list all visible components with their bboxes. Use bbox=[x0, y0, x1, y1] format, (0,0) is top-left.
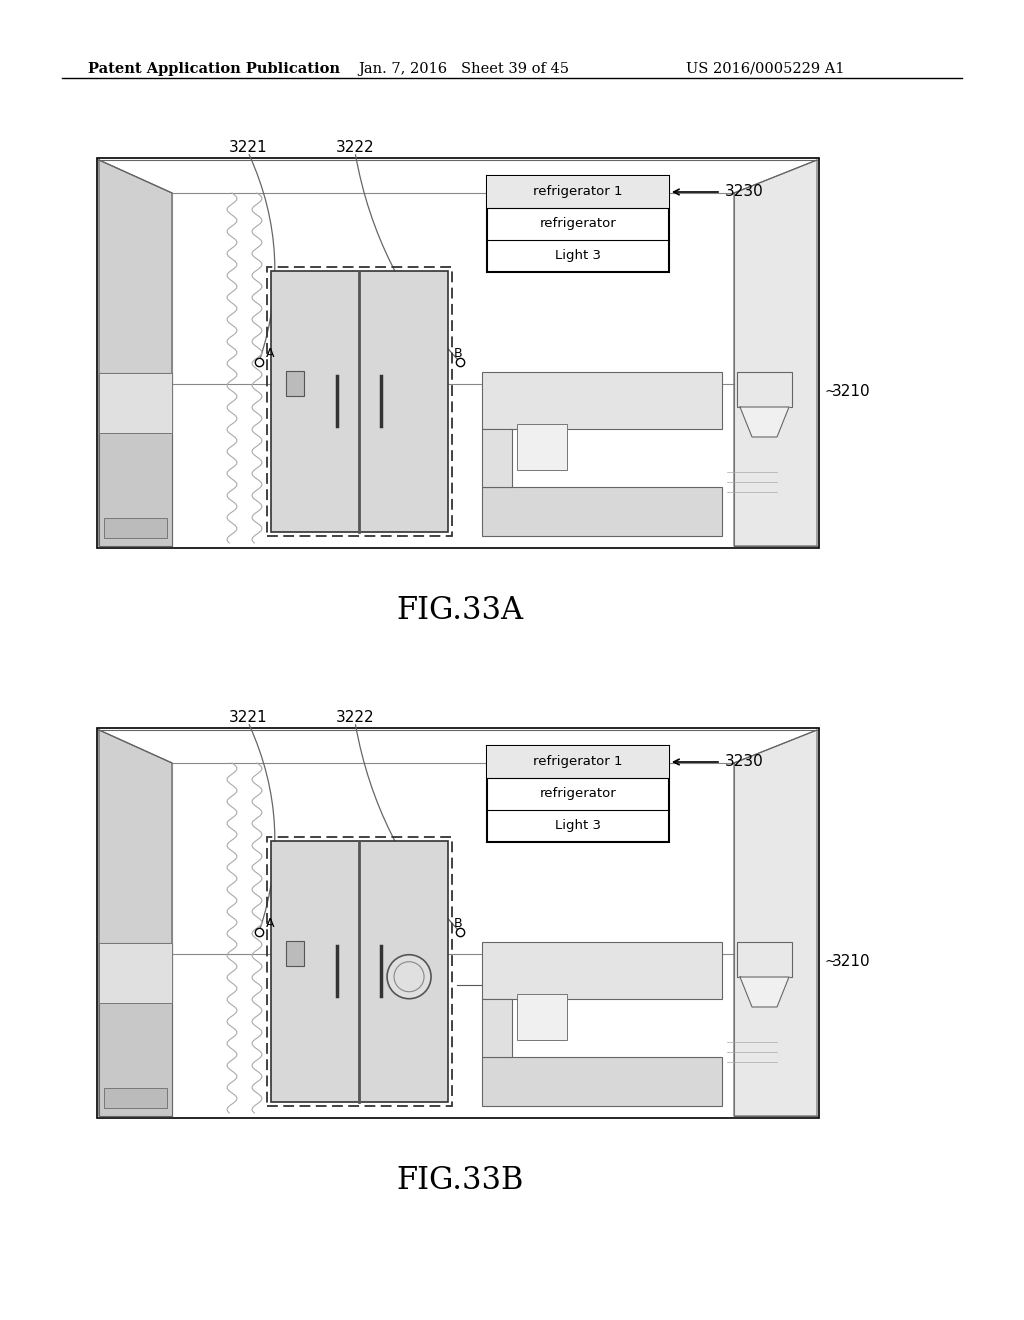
Polygon shape bbox=[99, 730, 172, 1115]
Bar bbox=[487, 176, 669, 272]
Text: 3221: 3221 bbox=[228, 140, 267, 154]
Text: ~: ~ bbox=[825, 385, 837, 399]
Text: refrigerator: refrigerator bbox=[540, 218, 616, 231]
Text: A: A bbox=[266, 917, 274, 931]
Bar bbox=[517, 425, 567, 470]
Text: US 2016/0005229 A1: US 2016/0005229 A1 bbox=[686, 62, 845, 77]
Text: B: B bbox=[454, 917, 463, 931]
Polygon shape bbox=[734, 730, 817, 1115]
Text: Light 3: Light 3 bbox=[555, 249, 601, 263]
Bar bbox=[487, 176, 669, 209]
Text: Light 3: Light 3 bbox=[555, 820, 601, 833]
Bar bbox=[99, 942, 172, 1115]
Bar bbox=[271, 841, 449, 1102]
Polygon shape bbox=[740, 977, 790, 1007]
Text: 3210: 3210 bbox=[831, 954, 870, 969]
Bar bbox=[737, 942, 792, 977]
Polygon shape bbox=[740, 407, 790, 437]
Text: refrigerator 1: refrigerator 1 bbox=[534, 186, 623, 198]
Bar bbox=[286, 371, 304, 396]
Bar bbox=[104, 1088, 167, 1107]
Bar bbox=[99, 372, 172, 433]
Bar bbox=[737, 372, 792, 407]
Polygon shape bbox=[734, 160, 817, 546]
Text: B: B bbox=[454, 347, 463, 360]
Text: refrigerator: refrigerator bbox=[540, 788, 616, 800]
Bar bbox=[99, 372, 172, 546]
Text: 3222: 3222 bbox=[336, 710, 375, 725]
Bar bbox=[482, 999, 512, 1057]
Text: FIG.33A: FIG.33A bbox=[396, 595, 523, 626]
Bar bbox=[267, 837, 452, 1106]
Text: A: A bbox=[266, 347, 274, 360]
Bar bbox=[487, 746, 669, 842]
Text: 3240: 3240 bbox=[485, 977, 523, 993]
Bar bbox=[286, 941, 304, 966]
Circle shape bbox=[387, 954, 431, 999]
Text: 3210: 3210 bbox=[831, 384, 870, 400]
Text: 3230: 3230 bbox=[725, 755, 764, 770]
Text: 3221: 3221 bbox=[228, 710, 267, 725]
Bar bbox=[267, 267, 452, 536]
Bar bbox=[517, 994, 567, 1040]
Bar bbox=[104, 517, 167, 539]
Text: FIG.33B: FIG.33B bbox=[396, 1166, 523, 1196]
Bar bbox=[482, 1057, 722, 1106]
Text: Patent Application Publication: Patent Application Publication bbox=[88, 62, 340, 77]
Bar bbox=[271, 271, 449, 532]
Bar bbox=[97, 729, 819, 1118]
Text: refrigerator 1: refrigerator 1 bbox=[534, 755, 623, 768]
Bar bbox=[99, 942, 172, 1003]
Polygon shape bbox=[99, 160, 172, 546]
Bar bbox=[97, 158, 819, 548]
Text: 3230: 3230 bbox=[725, 185, 764, 199]
Bar bbox=[482, 429, 512, 487]
Bar bbox=[482, 942, 722, 999]
Bar bbox=[482, 372, 722, 429]
Bar bbox=[482, 487, 722, 536]
Bar bbox=[487, 746, 669, 777]
Text: 3222: 3222 bbox=[336, 140, 375, 154]
Text: ~: ~ bbox=[825, 954, 837, 969]
Text: Jan. 7, 2016   Sheet 39 of 45: Jan. 7, 2016 Sheet 39 of 45 bbox=[358, 62, 569, 77]
